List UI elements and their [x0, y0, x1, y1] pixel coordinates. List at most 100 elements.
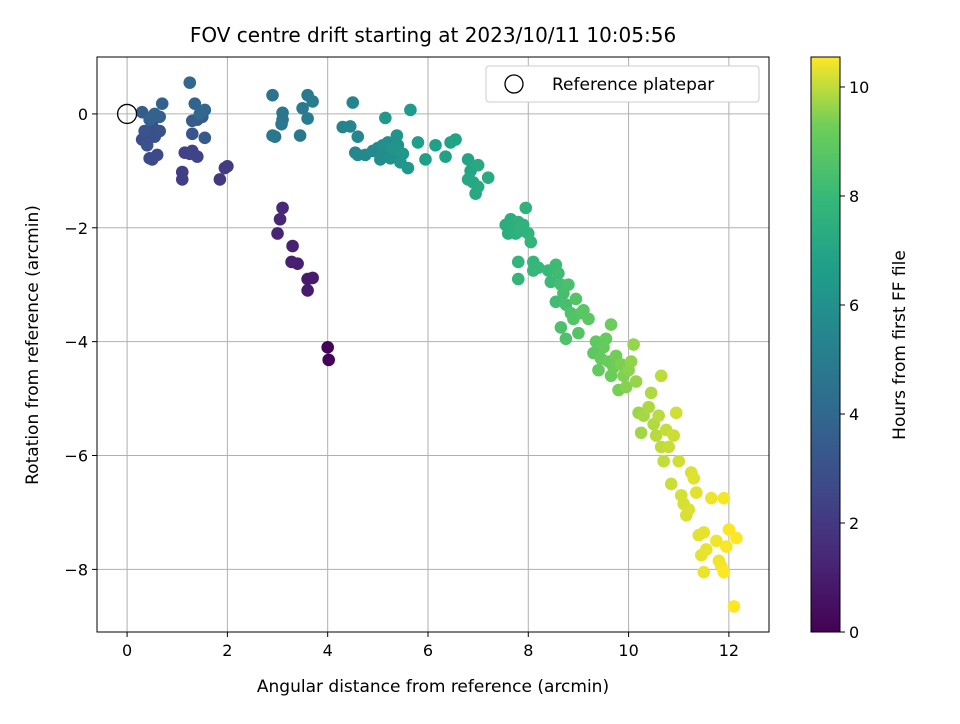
data-point [266, 88, 279, 102]
colorbar-tick-label: 6 [849, 296, 859, 315]
data-point [346, 96, 360, 109]
data-point [190, 150, 204, 163]
data-point [471, 180, 485, 194]
colorbar-tick-label: 10 [849, 78, 869, 97]
data-point [411, 136, 425, 149]
data-point [276, 201, 289, 215]
data-point [654, 369, 668, 383]
legend-box [485, 65, 760, 103]
data-point [285, 255, 298, 269]
data-point [722, 523, 736, 536]
data-point [183, 76, 197, 89]
colorbar-tick-label: 0 [849, 623, 859, 642]
data-point [572, 326, 585, 340]
data-point [619, 380, 633, 394]
x-tick-label: 8 [523, 641, 533, 660]
data-point [275, 117, 288, 131]
data-point [559, 332, 573, 346]
y-tick-label: −2 [64, 219, 88, 238]
data-point [720, 540, 733, 553]
x-tick-label: 0 [122, 641, 132, 660]
data-point [710, 534, 723, 548]
data-point [544, 275, 558, 289]
data-point [266, 129, 279, 142]
data-point [700, 543, 713, 556]
y-tick-label: −6 [64, 447, 88, 466]
data-point [143, 113, 156, 126]
data-point [461, 153, 475, 166]
colorbar-tick-label: 2 [849, 514, 859, 533]
data-point [511, 255, 525, 269]
data-point [322, 353, 335, 367]
legend-marker-reference [504, 74, 524, 94]
data-point [155, 97, 169, 110]
data-point [687, 471, 701, 485]
data-point [657, 454, 670, 468]
colorbar-label: Hours from first FF file [890, 250, 910, 440]
y-tick-label: 0 [78, 105, 88, 124]
data-point [717, 491, 731, 505]
data-point [562, 278, 575, 292]
reference-platepar-marker [116, 103, 138, 125]
data-point [672, 454, 686, 468]
y-axis-label: Rotation from reference (arcmin) [23, 205, 43, 485]
data-point [599, 332, 613, 346]
data-point [306, 95, 319, 108]
data-point [449, 133, 462, 146]
data-point [193, 107, 207, 121]
data-point [386, 142, 400, 156]
data-point [582, 312, 595, 326]
data-point [301, 112, 314, 125]
colorbar: 0 2 4 6 8 10 Hours from first FF file [810, 56, 910, 642]
data-point [188, 97, 202, 110]
data-point [429, 138, 442, 152]
data-point [697, 526, 711, 539]
data-point [511, 272, 525, 286]
data-point [524, 235, 538, 249]
data-point [697, 565, 711, 579]
data-point [213, 173, 227, 186]
data-point [273, 212, 287, 226]
data-point [390, 129, 404, 142]
data-point [439, 150, 452, 163]
data-point [143, 152, 156, 165]
colorbar-gradient [810, 56, 841, 633]
legend-label-reference: Reference platepar [552, 75, 714, 95]
data-point [185, 127, 199, 141]
colorbar-tick-label: 4 [849, 405, 859, 424]
data-point [652, 409, 665, 422]
chart-title: FOV centre drift starting at 2023/10/11 … [190, 23, 676, 47]
plot-frame [96, 56, 770, 633]
data-point [634, 426, 648, 440]
x-tick-label: 10 [618, 641, 638, 660]
data-point [727, 600, 741, 613]
x-tick-label: 12 [719, 641, 739, 660]
data-point [627, 338, 640, 351]
data-point [140, 138, 154, 152]
data-point [592, 363, 605, 377]
data-point [401, 161, 415, 175]
data-point [286, 239, 299, 253]
data-point [396, 147, 410, 161]
data-point [175, 173, 189, 186]
data-point [649, 429, 663, 442]
data-point [644, 386, 658, 400]
data-point [321, 341, 334, 354]
data-point [276, 106, 289, 120]
data-point [552, 267, 565, 280]
data-point [629, 375, 643, 388]
data-point [554, 321, 568, 334]
data-point [669, 406, 683, 420]
y-tick-label: −4 [64, 333, 88, 352]
data-point [705, 491, 718, 505]
data-point [481, 171, 495, 184]
data-points [116, 76, 743, 613]
data-point [153, 124, 166, 138]
data-point [667, 429, 681, 442]
data-point [296, 101, 309, 115]
data-point [682, 503, 696, 516]
data-point [730, 531, 743, 545]
data-point [471, 158, 485, 172]
x-tick-label: 4 [323, 641, 333, 660]
